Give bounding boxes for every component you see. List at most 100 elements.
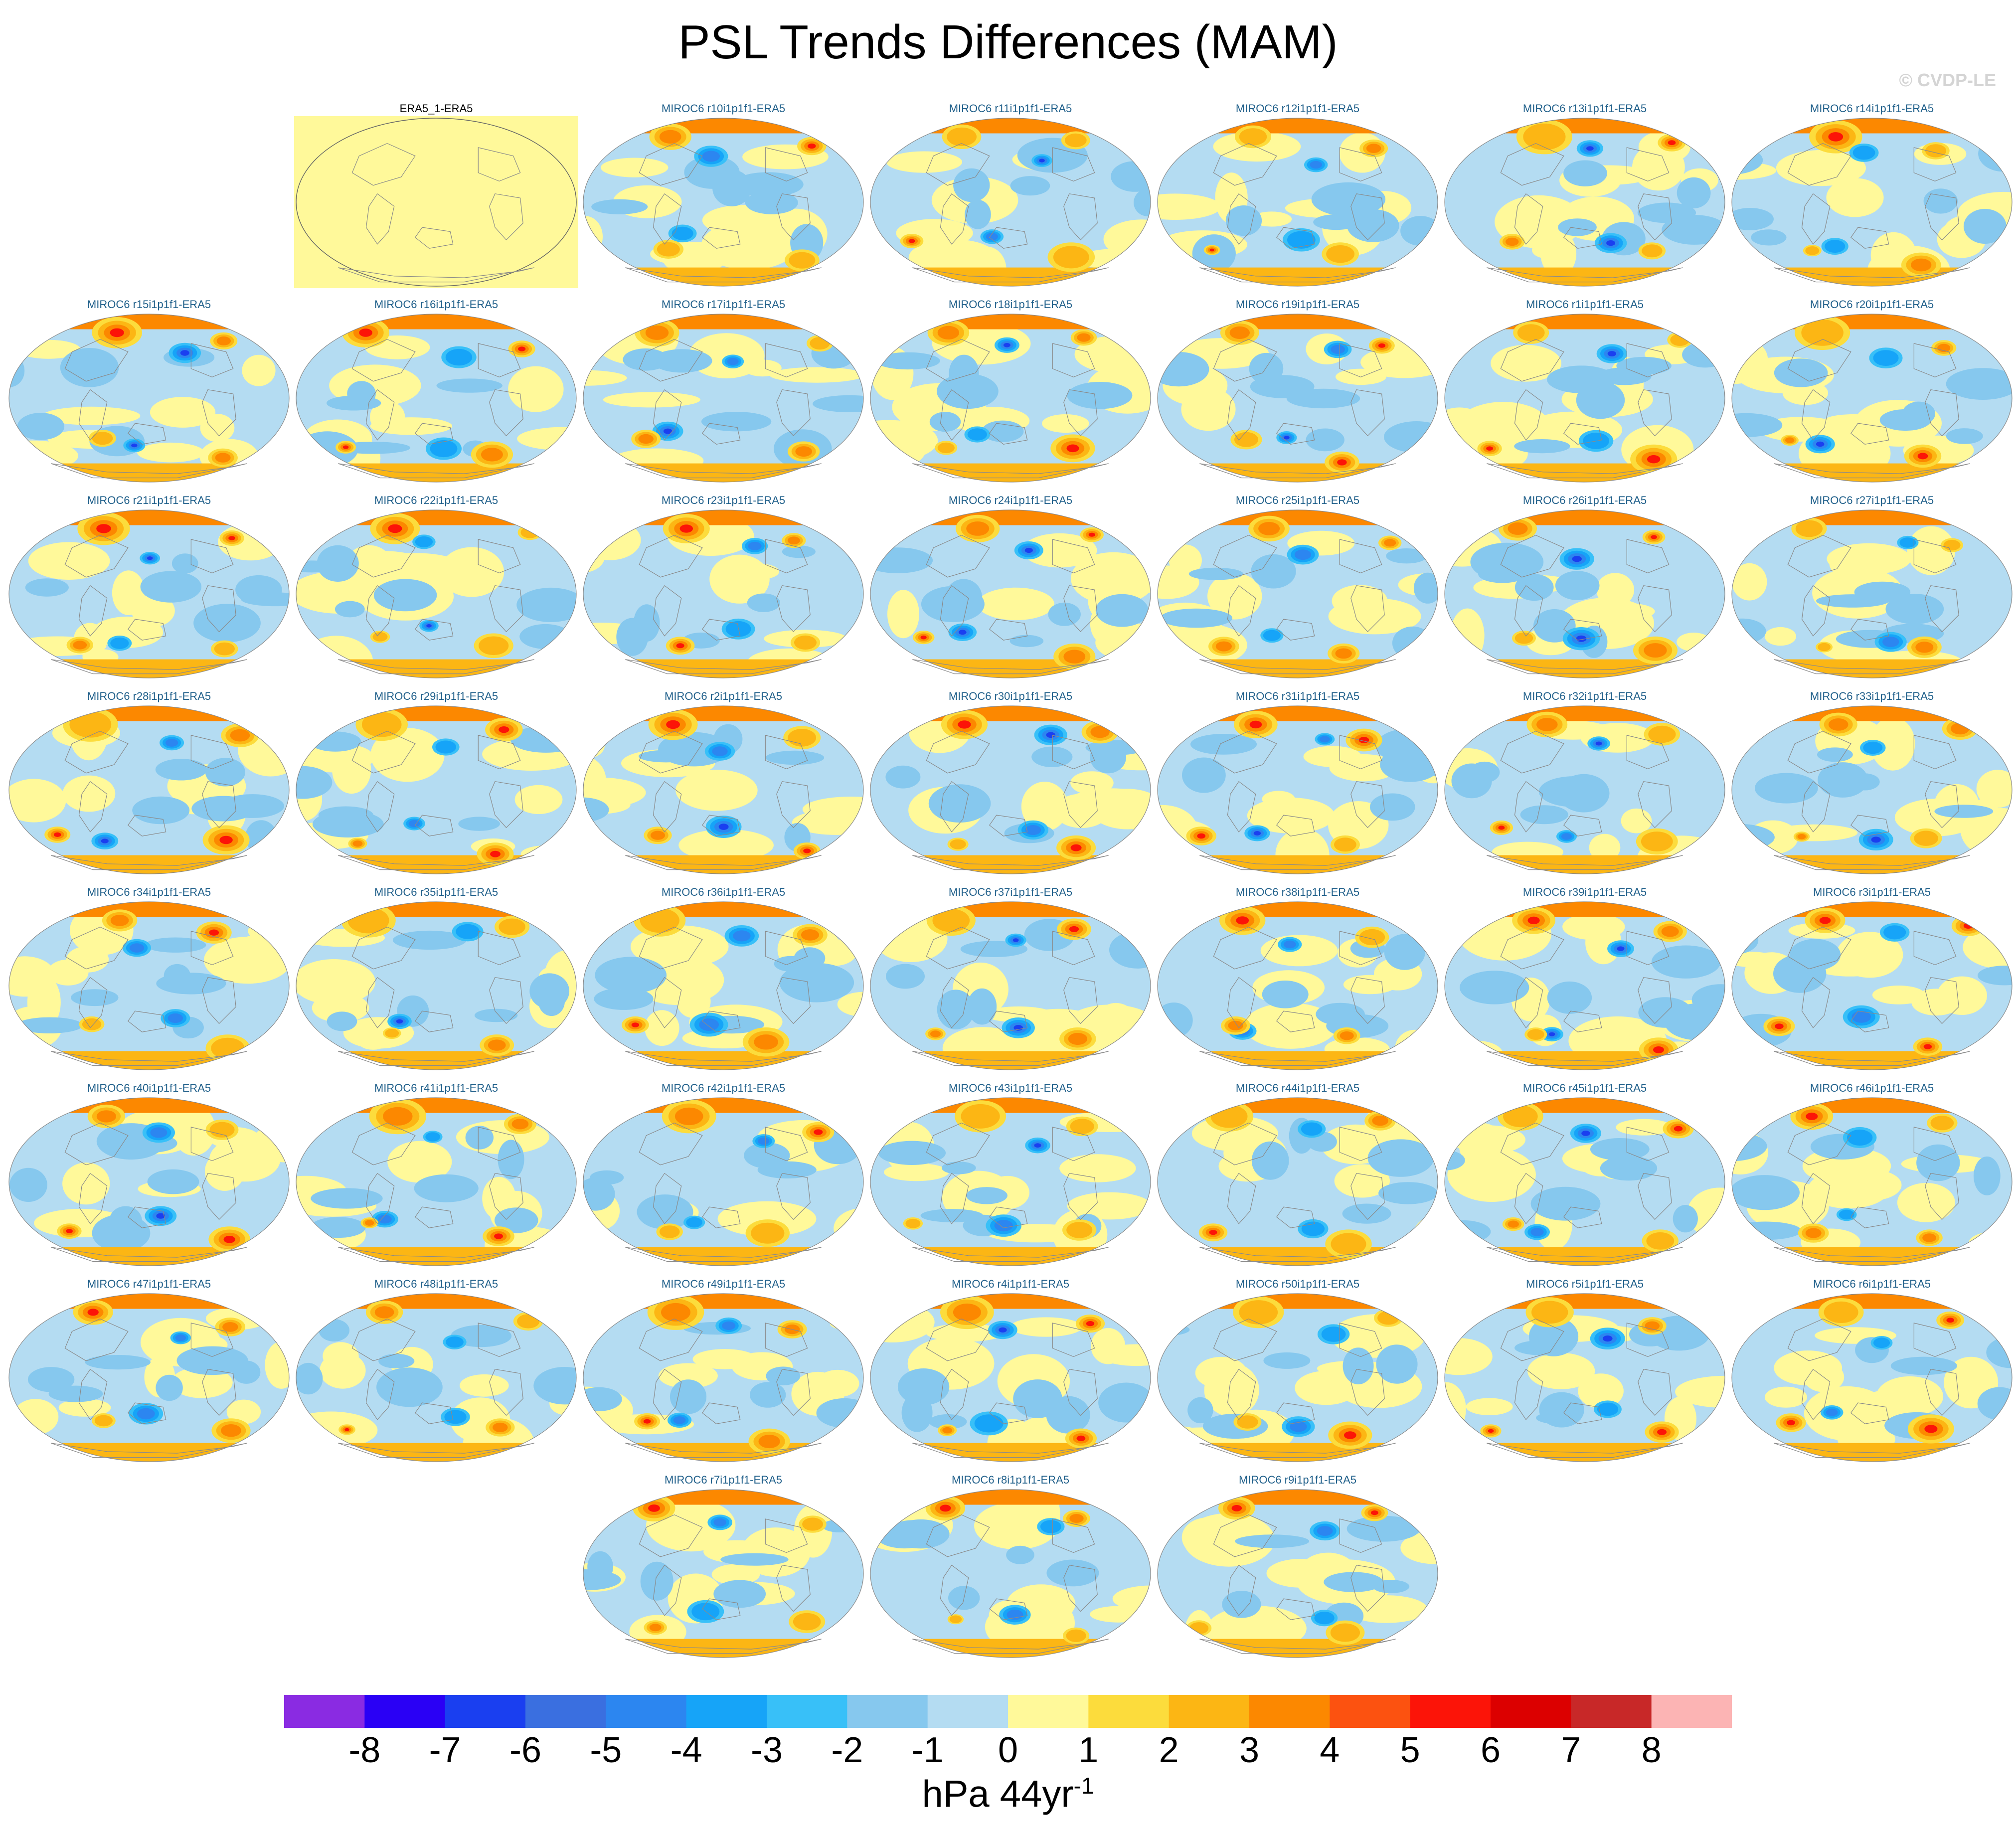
anomaly-field xyxy=(870,706,1151,874)
panel-title: MIROC6 r46i1p1f1-ERA5 xyxy=(1810,1082,1934,1094)
coastlines xyxy=(912,926,1109,1066)
map-field xyxy=(1731,901,2013,1070)
coastlines xyxy=(338,143,534,283)
globe-outline xyxy=(1731,705,2013,874)
globe-outline xyxy=(1731,901,2013,1070)
coastlines xyxy=(1199,926,1396,1066)
map-field xyxy=(583,1097,864,1266)
colorbar-swatch xyxy=(1571,1695,1652,1728)
coastlines xyxy=(1199,338,1396,479)
anomaly-field xyxy=(9,510,289,678)
anomaly-field xyxy=(870,1294,1151,1462)
panel-title: MIROC6 r31i1p1f1-ERA5 xyxy=(1235,690,1360,702)
anomaly-field xyxy=(1732,118,2012,286)
map-field xyxy=(1731,314,2013,483)
panel-title: MIROC6 r2i1p1f1-ERA5 xyxy=(665,690,782,702)
anomaly-field xyxy=(583,118,863,286)
member-map-panel: MIROC6 r15i1p1f1-ERA5 xyxy=(7,298,291,488)
map-field xyxy=(583,118,864,287)
panel-title: MIROC6 r33i1p1f1-ERA5 xyxy=(1810,690,1934,702)
colorbar-swatch xyxy=(1088,1695,1170,1728)
globe-outline xyxy=(296,705,577,874)
panel-title: MIROC6 r23i1p1f1-ERA5 xyxy=(661,494,786,506)
anomaly-field xyxy=(1732,706,2012,874)
anomaly-field xyxy=(296,510,576,678)
globe-outline xyxy=(583,1489,864,1658)
panel-title: MIROC6 r36i1p1f1-ERA5 xyxy=(661,886,786,898)
member-map-panel: MIROC6 r46i1p1f1-ERA5 xyxy=(1730,1082,2014,1271)
globe-outline xyxy=(1444,1097,1725,1266)
anomaly-field xyxy=(870,1098,1151,1266)
colorbar-tick-label: -3 xyxy=(750,1730,783,1770)
globe-outline xyxy=(583,901,864,1070)
map-field xyxy=(1731,509,2013,678)
colorbar-units-exponent: -1 xyxy=(1073,1773,1094,1799)
colorbar xyxy=(284,1695,1732,1728)
colorbar-swatch xyxy=(1249,1695,1330,1728)
colorbar-tick-label: 5 xyxy=(1400,1730,1420,1770)
member-map-panel: MIROC6 r35i1p1f1-ERA5 xyxy=(294,886,578,1075)
globe-outline xyxy=(1444,705,1725,874)
map-field xyxy=(1444,509,1725,678)
panel-title: MIROC6 r30i1p1f1-ERA5 xyxy=(948,690,1073,702)
anomaly-field xyxy=(9,706,289,874)
globe-outline xyxy=(1157,901,1438,1070)
colorbar-tick-label: -2 xyxy=(831,1730,863,1770)
coastlines xyxy=(1199,1122,1396,1262)
anomaly-field xyxy=(1158,118,1438,286)
globe-outline xyxy=(8,314,290,483)
colorbar-tick-label: 8 xyxy=(1641,1730,1662,1770)
map-field xyxy=(870,705,1151,874)
panel-title: MIROC6 r26i1p1f1-ERA5 xyxy=(1522,494,1647,506)
anomaly-field xyxy=(1445,902,1725,1070)
panel-title: MIROC6 r50i1p1f1-ERA5 xyxy=(1235,1278,1360,1290)
member-map-panel: MIROC6 r34i1p1f1-ERA5 xyxy=(7,886,291,1075)
colorbar-swatch xyxy=(1330,1695,1411,1728)
coastlines xyxy=(1487,1122,1683,1262)
colorbar-swatch xyxy=(525,1695,606,1728)
coastlines xyxy=(51,1122,247,1262)
globe-outline xyxy=(1444,1293,1725,1462)
globe-outline xyxy=(870,118,1151,287)
member-map-panel: MIROC6 r9i1p1f1-ERA5 xyxy=(1156,1474,1440,1663)
member-map-panel: MIROC6 r42i1p1f1-ERA5 xyxy=(581,1082,865,1271)
panel-title: MIROC6 r34i1p1f1-ERA5 xyxy=(87,886,211,898)
coastlines xyxy=(912,338,1109,479)
panel-title: MIROC6 r11i1p1f1-ERA5 xyxy=(949,102,1072,115)
panel-title: MIROC6 r3i1p1f1-ERA5 xyxy=(1813,886,1931,898)
colorbar-swatch xyxy=(1491,1695,1571,1728)
anomaly-field xyxy=(9,1098,289,1266)
globe-outline xyxy=(1731,314,2013,483)
globe-outline xyxy=(870,1097,1151,1266)
panel-title: MIROC6 r37i1p1f1-ERA5 xyxy=(948,886,1073,898)
colorbar-tick-label: 0 xyxy=(998,1730,1018,1770)
colorbar-label: hPa 44yr-1 xyxy=(0,1772,2016,1816)
globe-outline xyxy=(8,705,290,874)
map-field xyxy=(870,509,1151,678)
coastlines xyxy=(1774,143,1970,283)
panel-title: MIROC6 r44i1p1f1-ERA5 xyxy=(1235,1082,1360,1094)
anomaly-field xyxy=(1445,1294,1725,1462)
map-panels-grid: ERA5_1-ERA5 MIROC6 r10i1p1f1-ERA5 MIROC6 r… xyxy=(7,102,2014,1663)
member-map-panel: MIROC6 r26i1p1f1-ERA5 xyxy=(1443,494,1727,683)
coastlines xyxy=(1487,143,1683,283)
colorbar-swatch xyxy=(927,1695,1008,1728)
member-map-panel: MIROC6 r16i1p1f1-ERA5 xyxy=(294,298,578,488)
member-map-panel: MIROC6 r6i1p1f1-ERA5 xyxy=(1730,1278,2014,1467)
map-field xyxy=(870,901,1151,1070)
anomaly-field xyxy=(583,1294,863,1462)
member-map-panel: MIROC6 r40i1p1f1-ERA5 xyxy=(7,1082,291,1271)
coastlines xyxy=(338,1122,534,1262)
coastlines xyxy=(912,534,1109,674)
member-map-panel: MIROC6 r7i1p1f1-ERA5 xyxy=(581,1474,865,1663)
anomaly-field xyxy=(870,510,1151,678)
globe-outline xyxy=(1731,509,2013,678)
globe-outline xyxy=(296,901,577,1070)
coastlines xyxy=(1487,338,1683,479)
member-map-panel: MIROC6 r1i1p1f1-ERA5 xyxy=(1443,298,1727,488)
map-field xyxy=(296,509,577,678)
anomaly-field xyxy=(1732,510,2012,678)
panel-title: MIROC6 r17i1p1f1-ERA5 xyxy=(661,298,786,311)
member-map-panel: MIROC6 r44i1p1f1-ERA5 xyxy=(1156,1082,1440,1271)
globe-outline xyxy=(1731,1293,2013,1462)
